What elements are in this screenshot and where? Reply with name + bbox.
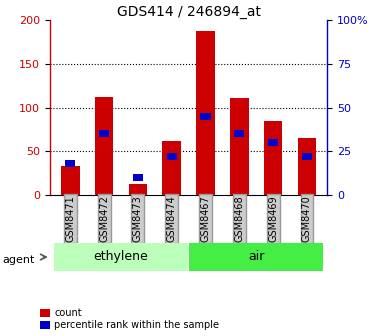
- Legend: count, percentile rank within the sample: count, percentile rank within the sample: [40, 307, 220, 331]
- Text: GSM8470: GSM8470: [302, 195, 312, 242]
- Title: GDS414 / 246894_at: GDS414 / 246894_at: [117, 5, 261, 19]
- Text: ethylene: ethylene: [94, 250, 148, 263]
- Text: GSM8473: GSM8473: [133, 195, 143, 242]
- Bar: [95, 97, 114, 195]
- Bar: [162, 141, 181, 195]
- Bar: [234, 130, 244, 137]
- Bar: [230, 98, 249, 195]
- Bar: [65, 160, 75, 167]
- Bar: [298, 138, 316, 195]
- Bar: [167, 153, 177, 160]
- Text: GSM8474: GSM8474: [167, 195, 177, 242]
- Text: GSM8469: GSM8469: [268, 195, 278, 242]
- Text: GSM8467: GSM8467: [201, 195, 211, 242]
- Text: air: air: [248, 250, 264, 263]
- Bar: [268, 139, 278, 146]
- FancyBboxPatch shape: [189, 243, 323, 271]
- Bar: [61, 166, 80, 195]
- Bar: [264, 122, 283, 195]
- Bar: [196, 31, 215, 195]
- Text: agent: agent: [2, 255, 34, 265]
- Bar: [99, 130, 109, 137]
- Bar: [302, 153, 312, 160]
- Text: GSM8471: GSM8471: [65, 195, 75, 242]
- Bar: [129, 183, 147, 195]
- Text: GSM8472: GSM8472: [99, 195, 109, 242]
- Bar: [133, 174, 143, 181]
- FancyBboxPatch shape: [54, 243, 188, 271]
- Bar: [201, 113, 211, 120]
- Text: GSM8468: GSM8468: [234, 195, 244, 242]
